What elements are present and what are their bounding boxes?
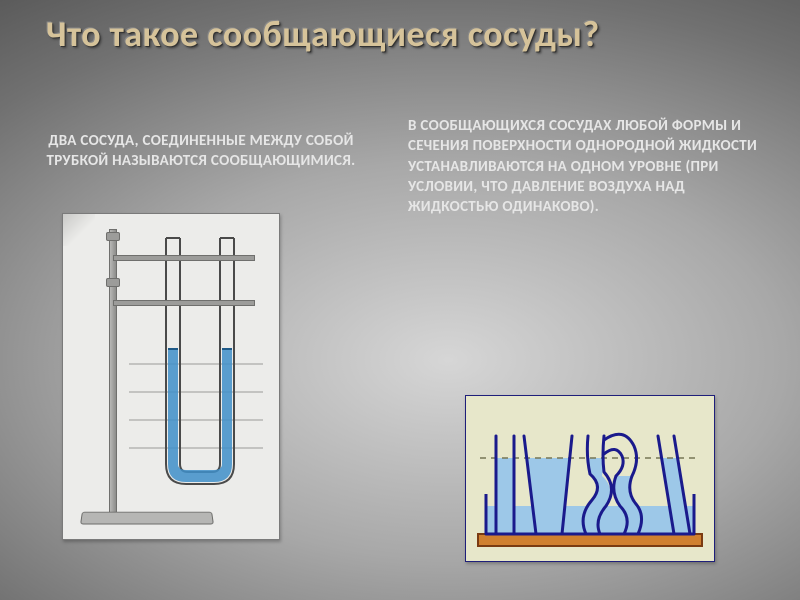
u-tube-liquid <box>168 349 232 482</box>
stand-rod <box>109 229 117 517</box>
base-plate <box>478 534 702 546</box>
figure-u-tube-stand <box>62 213 280 540</box>
clamp-knob <box>106 232 120 241</box>
clamp-arm <box>113 255 255 261</box>
u-tube-svg <box>63 214 279 539</box>
clamp-arm <box>113 300 255 306</box>
figure-communicating-vessels <box>465 395 715 562</box>
right-column-text: В СООБЩАЮЩИХСЯ СОСУДАХ ЛЮБОЙ ФОРМЫ И СЕЧ… <box>408 116 766 217</box>
stand-base <box>80 512 214 525</box>
vessels-svg <box>466 396 714 561</box>
left-column-text: ДВА СОСУДА, СОЕДИНЕННЫЕ МЕЖДУ СОБОЙ ТРУБ… <box>46 132 356 171</box>
page-fold-decoration <box>63 214 95 246</box>
clamp-knob <box>106 278 120 287</box>
slide: Что такое сообщающиеся сосуды? ДВА СОСУД… <box>0 0 800 600</box>
slide-title: Что такое сообщающиеся сосуды? <box>46 14 766 55</box>
